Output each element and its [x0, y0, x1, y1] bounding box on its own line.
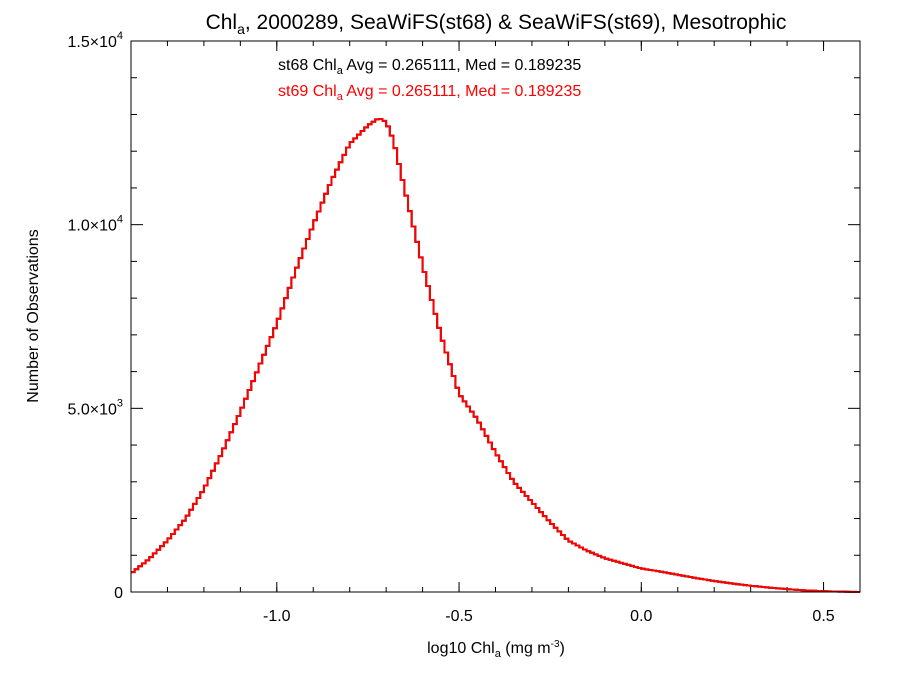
- annotation-st68-suffix: Avg = 0.265111, Med = 0.189235: [343, 57, 582, 74]
- annotation-st69: st69 Chla Avg = 0.265111, Med = 0.189235: [278, 83, 581, 103]
- annotation-st69-subscript: a: [337, 91, 344, 103]
- y-tick-mantissa: 1.5×10: [67, 34, 116, 51]
- y-tick-exponent: 4: [117, 30, 123, 42]
- annotation-st68-prefix: st68 Chl: [278, 57, 337, 74]
- x-axis-label-prefix: log10 Chl: [427, 640, 495, 657]
- chart-title-suffix: , 2000289, SeaWiFS(st68) & SeaWiFS(st69)…: [245, 11, 787, 34]
- chart-title-prefix: Chl: [206, 11, 238, 34]
- x-axis-label-superscript: -3: [551, 639, 560, 650]
- series-line-st69: [131, 118, 860, 593]
- annotation-st69-suffix: Avg = 0.265111, Med = 0.189235: [343, 83, 582, 100]
- y-tick-mantissa: 0: [114, 585, 123, 602]
- y-tick-label: 1.5×104: [67, 30, 123, 51]
- y-tick-mantissa: 1.0×10: [67, 218, 116, 235]
- y-tick-mantissa: 5.0×10: [67, 401, 116, 418]
- y-tick-exponent: 4: [117, 214, 123, 226]
- x-axis-label-close: ): [560, 640, 565, 657]
- x-tick-label: 0.5: [812, 608, 834, 625]
- tick-marks: [130, 40, 861, 593]
- series-line-st68: [131, 118, 860, 593]
- annotation-st68: st68 Chla Avg = 0.265111, Med = 0.189235: [278, 57, 581, 77]
- x-axis-label-unit: (mg m: [501, 640, 551, 657]
- plot-frame: [130, 40, 861, 593]
- y-tick-label: 0: [114, 585, 123, 602]
- x-tick-labels: -1.0 -0.5 0.0 0.5: [263, 608, 835, 625]
- y-tick-label: 5.0×103: [67, 397, 123, 418]
- x-axis-label-subscript: a: [495, 648, 502, 660]
- chart-title: Chla, 2000289, SeaWiFS(st68) & SeaWiFS(s…: [206, 11, 787, 37]
- annotation-st69-prefix: st69 Chl: [278, 83, 337, 100]
- annotation-st68-subscript: a: [337, 65, 344, 77]
- x-tick-label: -1.0: [263, 608, 291, 625]
- chart-title-subscript: a: [237, 21, 245, 37]
- x-tick-label: 0.0: [630, 608, 652, 625]
- y-axis-label: Number of Observations: [25, 229, 42, 402]
- y-tick-exponent: 3: [117, 397, 123, 409]
- series-lines: [131, 118, 860, 593]
- y-tick-label: 1.0×104: [67, 214, 123, 235]
- x-tick-label: -0.5: [445, 608, 473, 625]
- x-axis-label: log10 Chla (mg m-3): [427, 639, 565, 660]
